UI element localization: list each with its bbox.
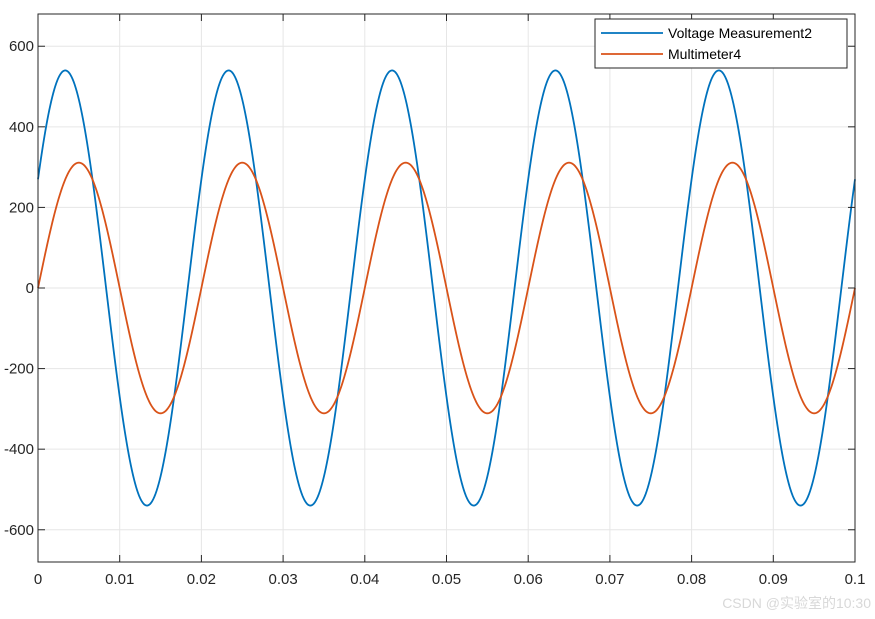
y-tick-label: 400 xyxy=(9,119,34,136)
x-tick-label: 0.05 xyxy=(432,571,461,588)
x-tick-label: 0.08 xyxy=(677,571,706,588)
x-tick-label: 0.02 xyxy=(187,571,216,588)
y-tick-label: -600 xyxy=(4,522,34,539)
legend-label: Multimeter4 xyxy=(668,46,741,62)
series-lines xyxy=(37,69,856,507)
legend: Voltage Measurement2 Multimeter4 xyxy=(594,18,848,69)
x-tick-label: 0.06 xyxy=(514,571,543,588)
x-tick-label: 0.04 xyxy=(350,571,379,588)
x-tick-label: 0.03 xyxy=(268,571,297,588)
x-tick-label: 0.1 xyxy=(845,571,866,588)
legend-label: Voltage Measurement2 xyxy=(668,25,812,41)
y-tick-label: -400 xyxy=(4,441,34,458)
legend-box xyxy=(594,18,848,69)
axis-ticks: 0 0.01 0.02 0.03 0.04 0.05 0.06 0.07 0.08 0.09 0.1… xyxy=(4,14,865,588)
y-tick-label: 200 xyxy=(9,199,34,216)
watermark: CSDN @实验室的10:30 xyxy=(722,595,871,611)
x-tick-label: 0.01 xyxy=(105,571,134,588)
x-tick-label: 0.07 xyxy=(595,571,624,588)
y-tick-label: -200 xyxy=(4,361,34,378)
y-tick-label: 600 xyxy=(9,38,34,55)
x-tick-label: 0.09 xyxy=(759,571,788,588)
series-line xyxy=(37,161,856,415)
x-tick-label: 0 xyxy=(34,571,42,588)
y-tick-label: 0 xyxy=(26,280,34,297)
